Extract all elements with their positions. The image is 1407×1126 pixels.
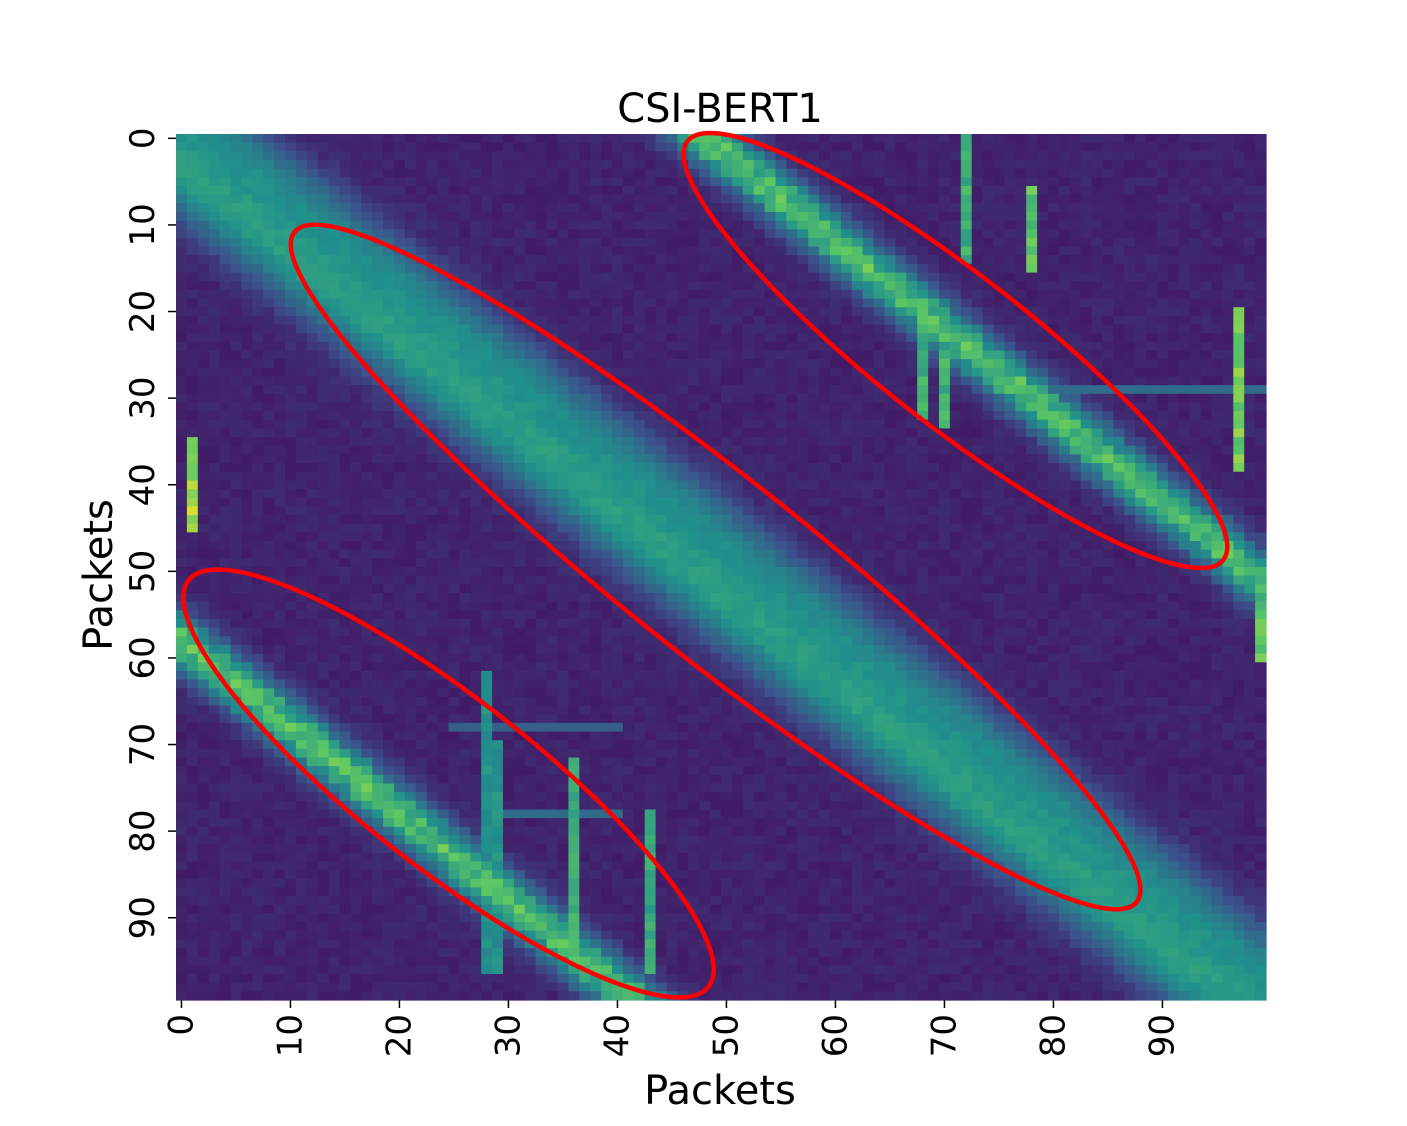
x-tick-label: 70 [924, 1014, 964, 1057]
x-axis-ticks: 0 10 20 30 40 50 60 70 80 90 [161, 1000, 1182, 1057]
y-tick-label: 50 [123, 550, 163, 593]
y-tick-label: 10 [123, 203, 163, 246]
x-tick-label: 20 [379, 1014, 419, 1057]
x-tick-label: 40 [597, 1014, 637, 1057]
chart-title: CSI-BERT1 [617, 86, 823, 132]
y-tick-label: 60 [123, 636, 163, 679]
x-tick-label: 90 [1142, 1014, 1182, 1057]
annotation-ellipse [288, 222, 1143, 912]
y-tick-label: 90 [123, 896, 163, 939]
annotation-ellipse [681, 130, 1230, 571]
x-tick-label: 30 [488, 1014, 528, 1057]
x-tick-label: 10 [270, 1014, 310, 1057]
x-tick-label: 50 [706, 1014, 746, 1057]
x-tick-label: 80 [1033, 1014, 1073, 1057]
y-axis-ticks: 0 10 20 30 40 50 60 70 80 90 [123, 128, 176, 939]
y-tick-label: 20 [123, 290, 163, 333]
y-tick-label: 80 [123, 809, 163, 852]
y-tick-label: 70 [123, 723, 163, 766]
x-tick-label: 60 [815, 1014, 855, 1057]
annotation-ellipse [180, 567, 717, 1000]
heatmap-cells [176, 134, 1267, 1001]
y-axis-label: Packets [76, 499, 122, 651]
y-tick-label: 30 [123, 376, 163, 419]
y-tick-label: 40 [123, 463, 163, 506]
annotation-ellipses [180, 130, 1230, 1000]
x-tick-label: 0 [161, 1014, 201, 1036]
x-axis-label: Packets [644, 1068, 796, 1114]
y-tick-label: 0 [123, 128, 163, 150]
